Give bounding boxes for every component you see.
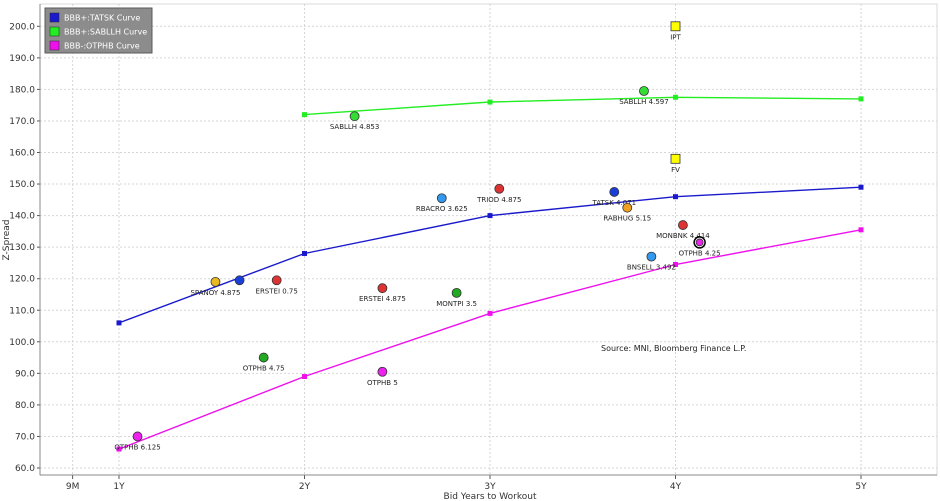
curve-node [116,320,122,326]
x-tick-label: 4Y [670,482,682,492]
bond-point-label: TATSK 4.071 [592,199,637,207]
x-tick-label: 2Y [299,482,311,492]
bond-point-label: RABHUG 5.15 [603,215,651,223]
y-axis-title: Z-Spread [2,220,12,261]
y-tick-label: 150.0 [9,180,35,190]
bond-point-label: ERSTEI 0.75 [256,287,298,295]
x-tick-label: 3Y [484,482,496,492]
y-tick-label: 80.0 [15,401,35,411]
curve-node [858,96,864,102]
curve-node [116,446,122,452]
x-axis-title: Bid Years to Workout [444,492,537,501]
y-tick-label: 180.0 [9,85,35,95]
bond-point [436,193,447,204]
y-tick-label: 140.0 [9,212,35,222]
legend-label: BBB-:OTPHB Curve [64,42,140,51]
bond-point [622,202,633,213]
y-tick-label: 130.0 [9,243,35,253]
legend-box [44,7,153,54]
x-tick-label: 9M [66,482,80,492]
curve-node [673,262,678,268]
x-tick-label: 5Y [855,482,867,492]
bond-point [678,220,688,230]
bond-point-label: RBACRO 3.625 [416,205,468,213]
bond-point-label: SPANOY 4.875 [190,289,240,297]
y-tick-label: 70.0 [15,432,35,442]
bond-point [451,287,462,298]
axes: 60.0 70.0 80.0 90.0 100.0 110.0 120.0 130.0 140.… [9,4,937,492]
y-tick-label: 160.0 [9,149,35,159]
bond-point [349,111,360,122]
bond-point-label: OTPHB 4.75 [243,365,285,373]
bond-point [132,431,143,442]
curve-node [302,374,307,380]
bond-point [494,183,505,194]
curve-node [487,213,493,219]
y-tick-label: 110.0 [9,306,35,316]
bond-point-label: SABLLH 4.853 [330,123,380,131]
y-tick-label: 120.0 [9,275,35,285]
y-tick-label: 100.0 [9,338,35,348]
curve-node [487,99,493,105]
bond-point [695,238,704,247]
bond-point [609,187,620,197]
curve-node [302,250,307,256]
y-tick-label: 170.0 [9,117,35,127]
target-marker-label: FV [671,166,680,174]
bond-point [234,275,245,286]
bond-point-label: TRIOD 4.875 [476,196,521,204]
bond-points: SPANOY 4.875 ERSTEI 0.75 SABLLH 4.853 ERSTE… [114,21,721,451]
curve-node [302,112,307,118]
curve-line [304,96,862,116]
legend-swatch [49,12,60,23]
bond-point [210,276,221,287]
bond-point [377,283,388,294]
bond-point-label: MONBNK 4.414 [656,232,710,240]
legend-label: BBB+:SABLLH Curve [64,28,147,37]
bond-point [639,86,649,96]
y-tick-label: 90.0 [15,369,35,379]
legend: BBB+:TATSK Curve BBB+:SABLLH Curve BBB-:OT… [44,7,153,54]
bond-point-label: BNSELL 3.492 [627,264,676,272]
legend-swatch [49,26,60,37]
y-tick-label: 60.0 [15,464,35,474]
target-marker [670,153,681,164]
bond-point-label: OTPHB 6.125 [114,443,160,451]
y-tick-label: 190.0 [9,54,35,64]
curve-node [858,184,864,190]
curve-node [487,310,493,316]
bond-point-label: OTPHB 4.25 [679,249,721,257]
target-marker-label: IPT [670,33,681,41]
bond-point-label: SABLLH 4.597 [619,98,669,106]
bond-point-label: OTPHB 5 [367,379,398,387]
bond-point-label: ERSTEI 4.875 [359,295,406,303]
plot-frame [39,3,938,476]
bond-point-label: MONTPI 3.5 [436,300,477,308]
bond-point [646,251,657,262]
bond-point [271,275,282,286]
x-tick-label: 1Y [113,482,125,492]
legend-swatch [49,40,60,51]
grid-lines [40,4,937,475]
source-annotation: Source: MNI, Bloomberg Finance L.P. [601,344,746,353]
bond-point [258,352,269,363]
curve-node [858,227,864,233]
legend-label: BBB+:TATSK Curve [64,14,140,23]
bond-point [377,366,388,377]
curve-node [673,94,678,100]
curve-node [673,194,678,200]
target-marker [670,21,681,32]
y-tick-label: 200.0 [9,22,35,32]
